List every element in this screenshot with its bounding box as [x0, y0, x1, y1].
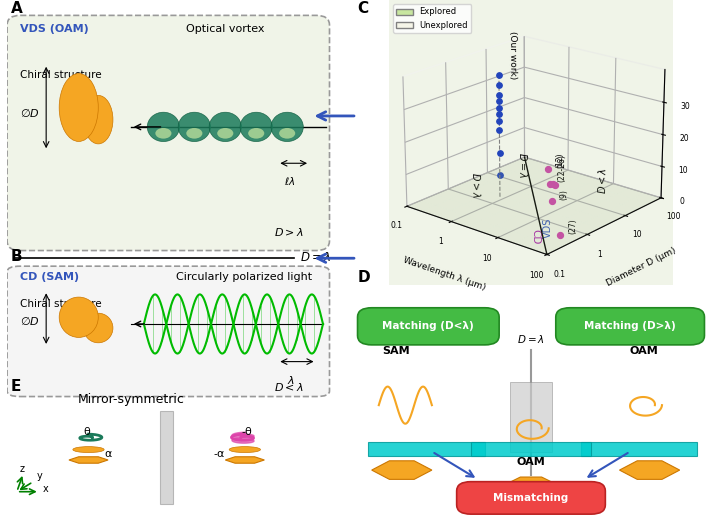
- Text: $D=\lambda$: $D=\lambda$: [517, 333, 545, 345]
- Bar: [581, 442, 697, 456]
- Polygon shape: [372, 461, 432, 480]
- Text: Chiral structure: Chiral structure: [20, 298, 102, 308]
- X-axis label: Wavelength λ (μm): Wavelength λ (μm): [402, 256, 487, 292]
- Ellipse shape: [279, 128, 295, 139]
- Text: z: z: [20, 464, 25, 474]
- Text: $D=\lambda$: $D=\lambda$: [300, 251, 331, 265]
- Bar: [160, 411, 173, 504]
- Text: A: A: [11, 1, 23, 16]
- Text: θ: θ: [83, 427, 90, 437]
- Polygon shape: [69, 457, 108, 463]
- FancyBboxPatch shape: [7, 15, 329, 250]
- FancyBboxPatch shape: [556, 308, 704, 345]
- Text: VDS (OAM): VDS (OAM): [20, 24, 89, 34]
- Ellipse shape: [178, 112, 210, 142]
- Bar: [368, 442, 485, 456]
- Text: B: B: [11, 249, 22, 264]
- Ellipse shape: [240, 112, 273, 142]
- Text: OAM: OAM: [517, 457, 545, 467]
- Text: C: C: [358, 1, 369, 16]
- Ellipse shape: [84, 95, 113, 144]
- Legend: Explored, Unexplored: Explored, Unexplored: [393, 4, 472, 33]
- FancyBboxPatch shape: [457, 482, 605, 514]
- Bar: [510, 382, 552, 452]
- Bar: [471, 442, 591, 456]
- Ellipse shape: [271, 112, 303, 142]
- Text: CD (SAM): CD (SAM): [20, 271, 79, 281]
- Ellipse shape: [217, 128, 234, 139]
- Ellipse shape: [186, 128, 202, 139]
- Y-axis label: Diameter D (μm): Diameter D (μm): [605, 246, 678, 288]
- Ellipse shape: [155, 128, 171, 139]
- FancyBboxPatch shape: [358, 308, 499, 345]
- Text: $\emptyset D$: $\emptyset D$: [20, 107, 40, 119]
- Text: Optical vortex: Optical vortex: [186, 24, 265, 34]
- Ellipse shape: [73, 446, 104, 453]
- Ellipse shape: [147, 112, 180, 142]
- Text: $\ell\lambda$: $\ell\lambda$: [284, 175, 295, 187]
- FancyBboxPatch shape: [7, 266, 329, 396]
- Polygon shape: [506, 477, 556, 491]
- Text: -α: -α: [214, 449, 225, 459]
- Text: $\emptyset D$: $\emptyset D$: [20, 315, 40, 327]
- Text: -θ: -θ: [241, 427, 252, 437]
- Text: Circularly polarized light: Circularly polarized light: [176, 271, 312, 281]
- Polygon shape: [620, 461, 680, 480]
- Ellipse shape: [84, 313, 113, 343]
- Text: OAM: OAM: [630, 346, 658, 356]
- Text: Matching (D>λ): Matching (D>λ): [584, 321, 676, 331]
- Ellipse shape: [59, 297, 98, 337]
- Text: $D>\lambda$: $D>\lambda$: [274, 226, 304, 238]
- Text: Mismatching: Mismatching: [493, 493, 569, 503]
- Text: E: E: [11, 379, 21, 394]
- Ellipse shape: [229, 446, 261, 453]
- Text: Mirror-symmetric: Mirror-symmetric: [77, 393, 184, 405]
- Ellipse shape: [59, 74, 98, 141]
- Text: $D<\lambda$: $D<\lambda$: [274, 381, 304, 393]
- Polygon shape: [225, 457, 264, 463]
- Text: D: D: [358, 270, 370, 285]
- Text: $\lambda$: $\lambda$: [287, 375, 295, 386]
- Text: α: α: [104, 449, 111, 459]
- Text: Matching (D<λ): Matching (D<λ): [382, 321, 474, 331]
- Text: Chiral structure: Chiral structure: [20, 71, 102, 81]
- Ellipse shape: [249, 128, 264, 139]
- Text: x: x: [43, 484, 49, 494]
- Text: SAM: SAM: [382, 346, 411, 356]
- Text: y: y: [36, 471, 42, 481]
- Ellipse shape: [209, 112, 241, 142]
